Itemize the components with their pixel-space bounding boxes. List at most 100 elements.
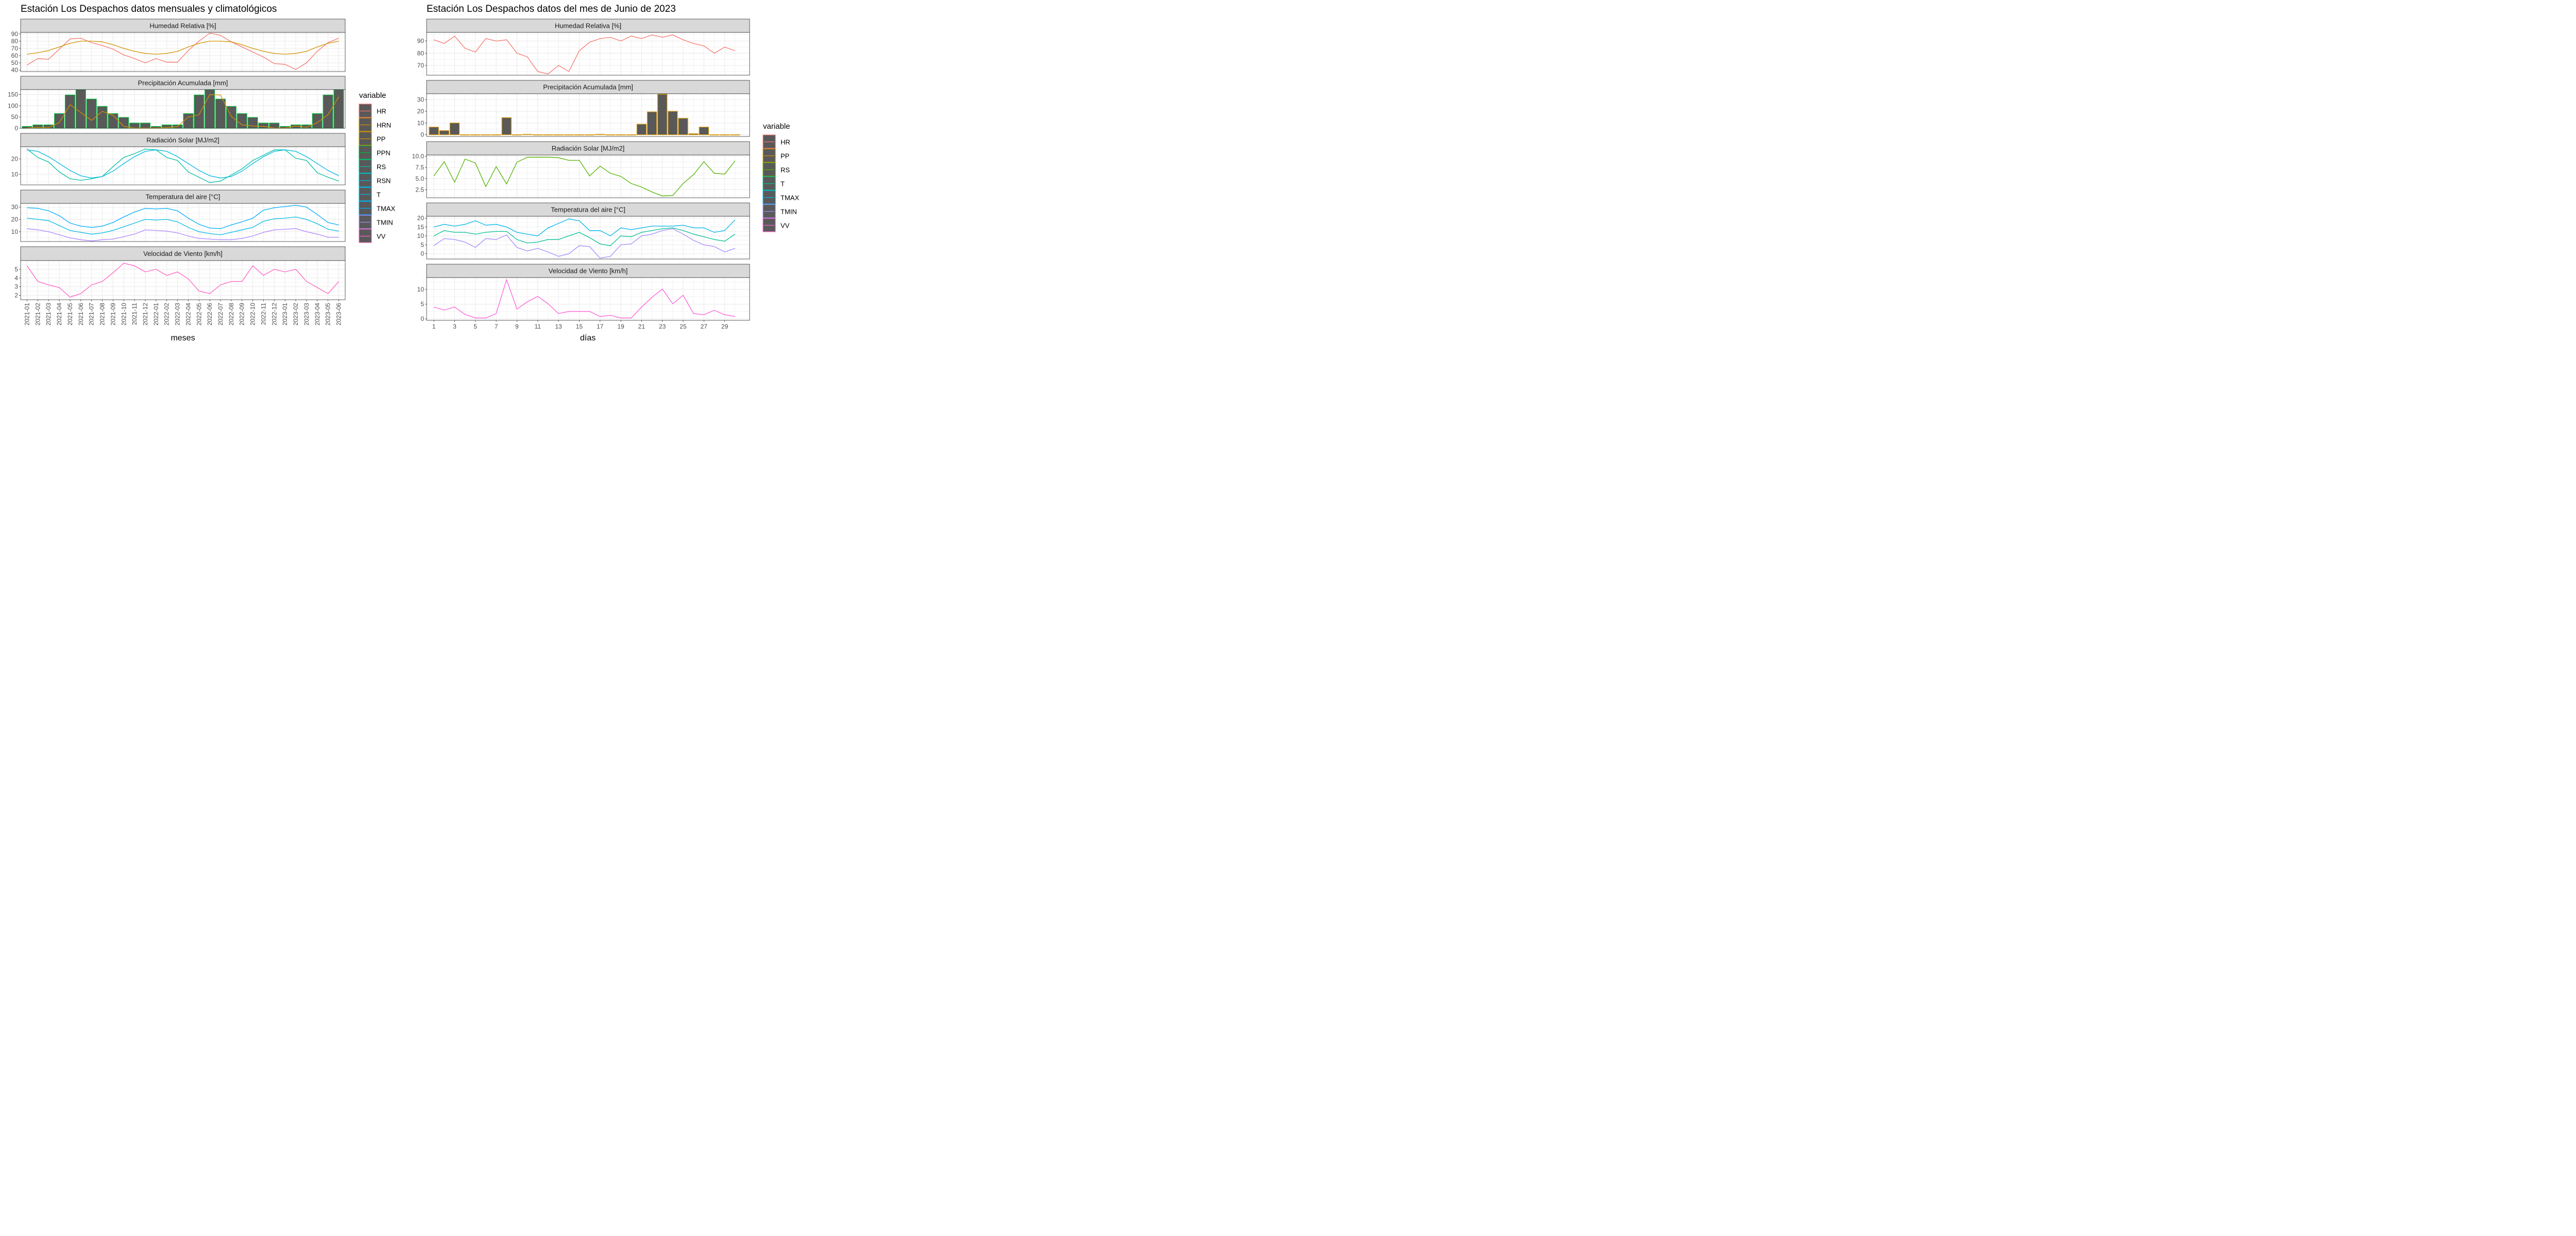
bar-pp bbox=[312, 113, 323, 129]
legend-label-t: T bbox=[377, 191, 381, 199]
x-tick-label: 29 bbox=[721, 323, 728, 330]
panel-border bbox=[20, 203, 346, 242]
panel-border bbox=[20, 89, 346, 129]
left-chart: Estación Los Despachos datos mensuales y… bbox=[8, 4, 346, 342]
panel-strip bbox=[20, 190, 346, 204]
x-tick-label: 25 bbox=[680, 323, 687, 330]
x-tick-label: 11 bbox=[534, 323, 541, 330]
y-tick-label: 2 bbox=[14, 292, 18, 299]
x-tick-label: 3 bbox=[453, 323, 456, 330]
y-tick-label: 70 bbox=[11, 45, 19, 52]
bar-pp bbox=[678, 118, 688, 135]
panel-2: Precipitación Acumulada [mm] 0 50 100 150 bbox=[8, 76, 346, 132]
legend-label-tmin: TMIN bbox=[781, 208, 797, 216]
bar-pp bbox=[323, 94, 333, 129]
y-tick-label: 20 bbox=[417, 214, 425, 221]
panel-strip bbox=[426, 141, 750, 156]
y-tick-label: 0 bbox=[14, 125, 18, 132]
x-tick-label: 27 bbox=[701, 323, 708, 330]
x-tick-label: 2023-06 bbox=[335, 303, 342, 325]
x-tick-label: 2023-04 bbox=[314, 303, 321, 325]
x-tick-label: 2021-07 bbox=[88, 303, 95, 325]
x-tick-label: 2023-05 bbox=[325, 303, 332, 325]
y-tick-label: 60 bbox=[11, 52, 19, 59]
panel-strip-label: Radiación Solar [MJ/m2] bbox=[146, 136, 219, 144]
series-line-hr bbox=[27, 32, 339, 70]
bar-pp bbox=[75, 89, 86, 129]
panel-border bbox=[426, 154, 750, 198]
panel-strip bbox=[20, 133, 346, 147]
panel-strip-label: Humedad Relativa [%] bbox=[555, 22, 621, 30]
y-tick-label: 0 bbox=[420, 250, 424, 258]
panel-2: Precipitación Acumulada [mm] 0 10 20 30 bbox=[417, 80, 750, 139]
bar-pp bbox=[140, 123, 150, 129]
x-axis: 2021-01 2021-02 2021-03 2021-04 2021-05 2021-… bbox=[24, 300, 342, 325]
y-tick-label: 4 bbox=[14, 274, 18, 282]
panel-border bbox=[426, 216, 750, 260]
y-tick-label: 5.0 bbox=[415, 175, 424, 182]
panel-strip bbox=[20, 76, 346, 90]
bar-pp bbox=[108, 113, 118, 129]
panel-strip-label: Velocidad de Viento [km/h] bbox=[549, 267, 628, 275]
legend-label-tmin: TMIN bbox=[377, 219, 393, 227]
y-tick-label: 15 bbox=[417, 224, 425, 231]
y-tick-label: 0 bbox=[420, 315, 424, 322]
bar-pp bbox=[333, 89, 344, 129]
panel-background bbox=[427, 278, 750, 320]
x-tick-label: 2022-06 bbox=[206, 303, 213, 325]
x-tick-label: 2021-09 bbox=[109, 303, 116, 325]
panel-background bbox=[427, 94, 750, 136]
y-tick-label: 90 bbox=[11, 30, 19, 38]
bar-pp bbox=[194, 94, 205, 129]
y-tick-label: 10 bbox=[11, 170, 19, 178]
x-tick-label: 2022-01 bbox=[152, 303, 160, 325]
y-tick-label: 10 bbox=[417, 286, 425, 293]
panel-strip-label: Temperatura del aire [°C] bbox=[551, 206, 625, 214]
series-line-hrn bbox=[27, 41, 339, 55]
x-tick-label: 23 bbox=[659, 323, 666, 330]
y-tick-label: 150 bbox=[8, 91, 18, 98]
x-tick-label: 2021-06 bbox=[77, 303, 84, 325]
panel-3: Radiación Solar [MJ/m2] 10 20 bbox=[11, 133, 346, 185]
right-chart: Estación Los Despachos datos del mes de … bbox=[412, 4, 750, 342]
legend-label-pp: PP bbox=[377, 135, 385, 143]
x-tick-label: 7 bbox=[495, 323, 498, 330]
legend-label-vv: VV bbox=[781, 222, 790, 230]
panel-border bbox=[426, 277, 750, 321]
y-tick-label: 2.5 bbox=[415, 186, 424, 193]
x-tick-label: 2022-11 bbox=[260, 303, 267, 325]
series-line-tmax bbox=[433, 218, 736, 236]
bar-pp bbox=[636, 124, 647, 135]
y-tick-label: 80 bbox=[11, 38, 19, 45]
y-tick-label: 100 bbox=[8, 102, 18, 109]
bar-pp bbox=[54, 113, 65, 129]
series-line-tmin bbox=[433, 228, 735, 259]
bar-pp bbox=[205, 89, 215, 129]
panel-border bbox=[426, 93, 750, 137]
right-legend-title: variable bbox=[763, 122, 790, 131]
legend-label-pp: PP bbox=[781, 152, 789, 160]
bar-pp bbox=[668, 111, 678, 135]
x-tick-label: 2021-01 bbox=[24, 303, 31, 325]
x-tick-label: 13 bbox=[555, 323, 562, 330]
left-legend: variable HR HRN PP PPN RS RSN T TMAX TMIN VV bbox=[359, 91, 395, 243]
panel-border bbox=[20, 260, 346, 300]
bar-pp bbox=[595, 134, 605, 135]
legend-label-tmax: TMAX bbox=[377, 205, 395, 213]
left-x-axis-title: meses bbox=[171, 334, 195, 342]
panel-strip-label: Humedad Relativa [%] bbox=[149, 22, 216, 30]
x-tick-label: 15 bbox=[576, 323, 583, 330]
x-tick-label: 2022-04 bbox=[184, 303, 192, 325]
panel-3: Radiación Solar [MJ/m2] 2.5 5.0 7.5 10.0 bbox=[412, 141, 750, 198]
x-tick-label: 2021-10 bbox=[120, 303, 127, 325]
x-tick-label: 5 bbox=[473, 323, 477, 330]
panel-strip-label: Velocidad de Viento [km/h] bbox=[143, 250, 223, 258]
bar-pp bbox=[86, 98, 97, 129]
panel-strip bbox=[426, 202, 750, 217]
y-tick-label: 20 bbox=[417, 108, 425, 115]
series-line-tmax bbox=[27, 204, 339, 229]
bar-pp bbox=[647, 111, 657, 135]
y-tick-label: 10 bbox=[417, 232, 425, 239]
x-tick-label: 2021-04 bbox=[56, 303, 63, 325]
panel-strip bbox=[20, 19, 346, 33]
